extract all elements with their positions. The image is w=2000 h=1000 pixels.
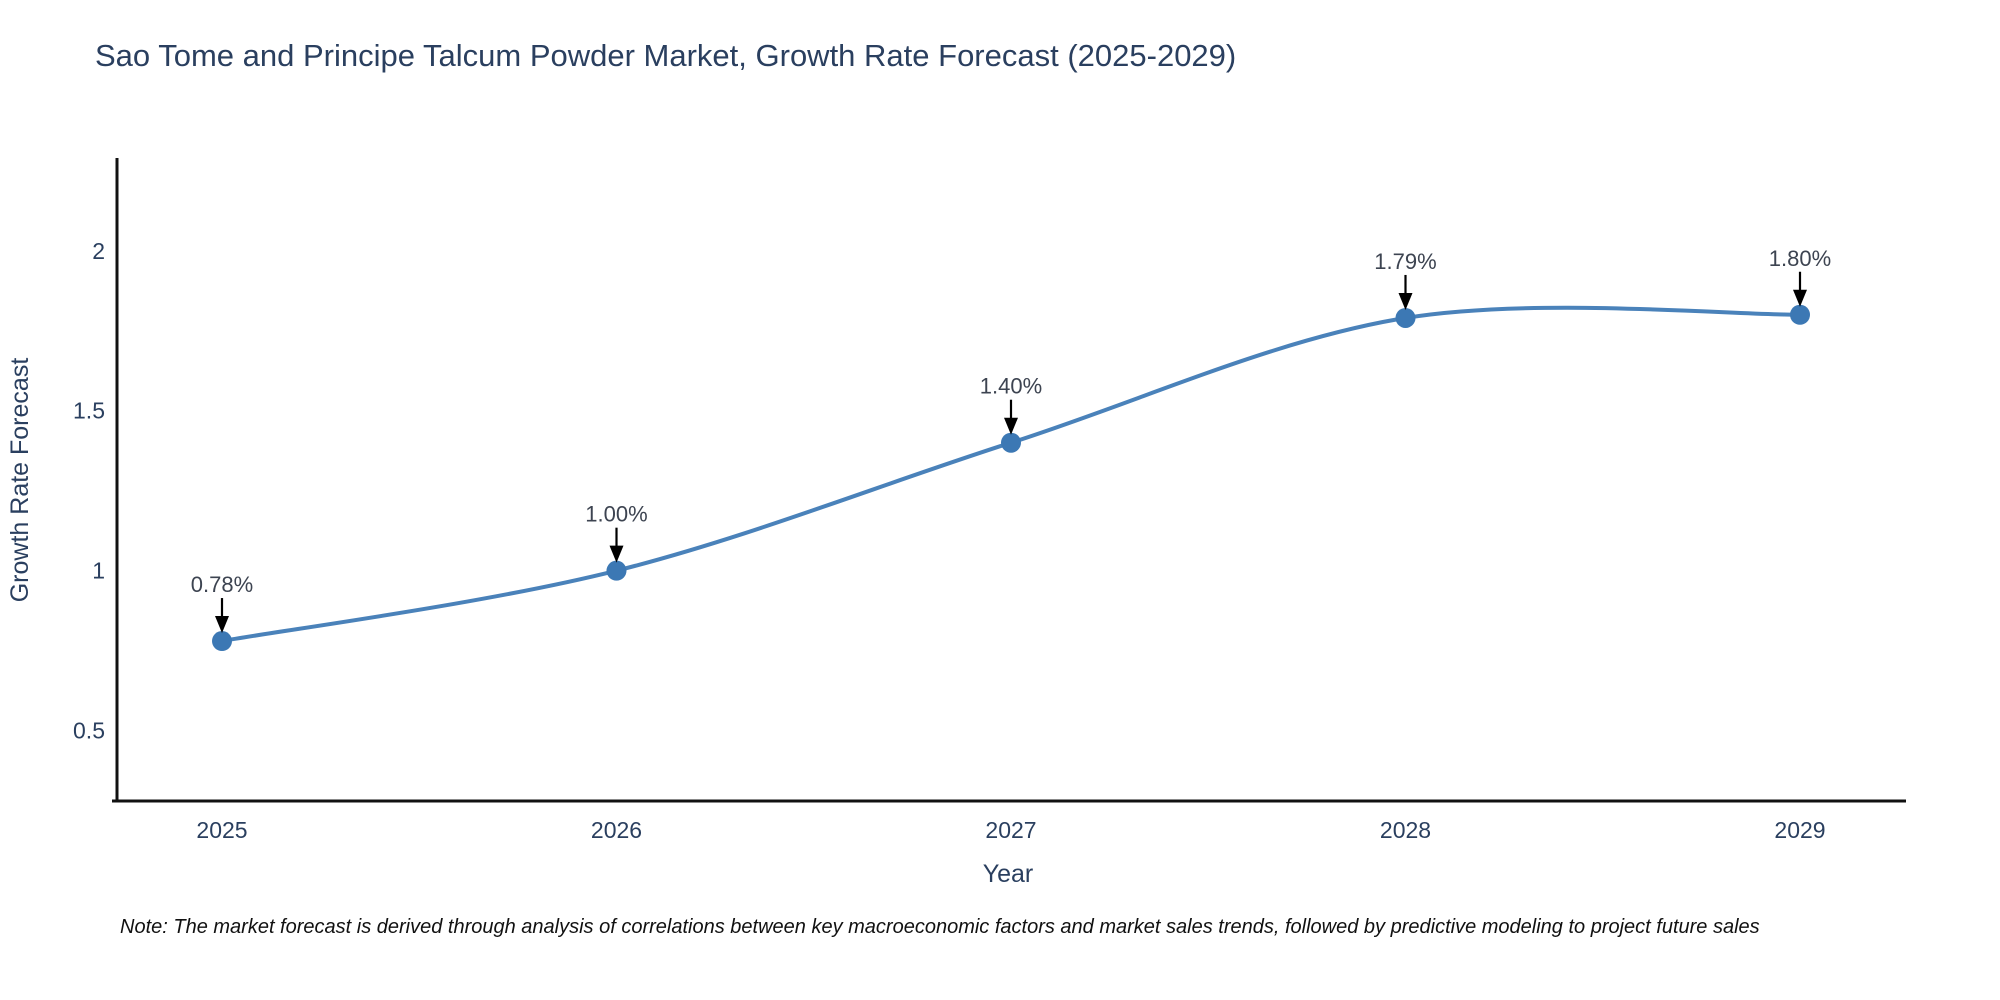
data-point-marker bbox=[1395, 307, 1416, 328]
x-tick-label: 2029 bbox=[1774, 817, 1825, 843]
x-tick-label: 2028 bbox=[1380, 817, 1431, 843]
data-point-label: 1.79% bbox=[1374, 249, 1436, 274]
forecast-line bbox=[220, 305, 1802, 644]
data-point-label: 1.40% bbox=[980, 374, 1042, 399]
data-point-marker bbox=[1001, 432, 1021, 453]
annotation-arrowhead bbox=[1398, 292, 1413, 310]
y-tick-label: 1.5 bbox=[73, 398, 105, 424]
data-point-marker bbox=[212, 631, 232, 652]
x-tick-label: 2027 bbox=[985, 817, 1036, 843]
y-tick-label: 0.5 bbox=[73, 718, 105, 744]
y-tick-label: 2 bbox=[92, 238, 105, 264]
y-axis-title: Growth Rate Forecast bbox=[6, 358, 34, 603]
annotation-arrowhead bbox=[1793, 289, 1807, 307]
annotation-arrowhead bbox=[215, 616, 229, 634]
annotation-arrowhead bbox=[1004, 417, 1018, 435]
x-tick-label: 2025 bbox=[196, 817, 247, 843]
chart-footnote: Note: The market forecast is derived thr… bbox=[120, 916, 1760, 938]
data-point-label: 1.80% bbox=[1769, 246, 1831, 271]
x-axis-title: Year bbox=[983, 860, 1034, 888]
data-point-label: 0.78% bbox=[191, 572, 253, 597]
data-point-marker bbox=[1790, 304, 1810, 325]
chart-title: Sao Tome and Principe Talcum Powder Mark… bbox=[95, 38, 1237, 73]
y-tick-label: 1 bbox=[92, 558, 105, 584]
annotation-arrowhead bbox=[609, 545, 624, 563]
x-tick-label: 2026 bbox=[591, 817, 642, 843]
data-point-label: 1.00% bbox=[585, 502, 647, 527]
chart-dynamic-layer: 0.5 1 1.5 2 2025 2026 2027 2028 2029 0.78% 1.00% 1.… bbox=[73, 158, 1906, 843]
data-point-marker bbox=[606, 560, 627, 581]
